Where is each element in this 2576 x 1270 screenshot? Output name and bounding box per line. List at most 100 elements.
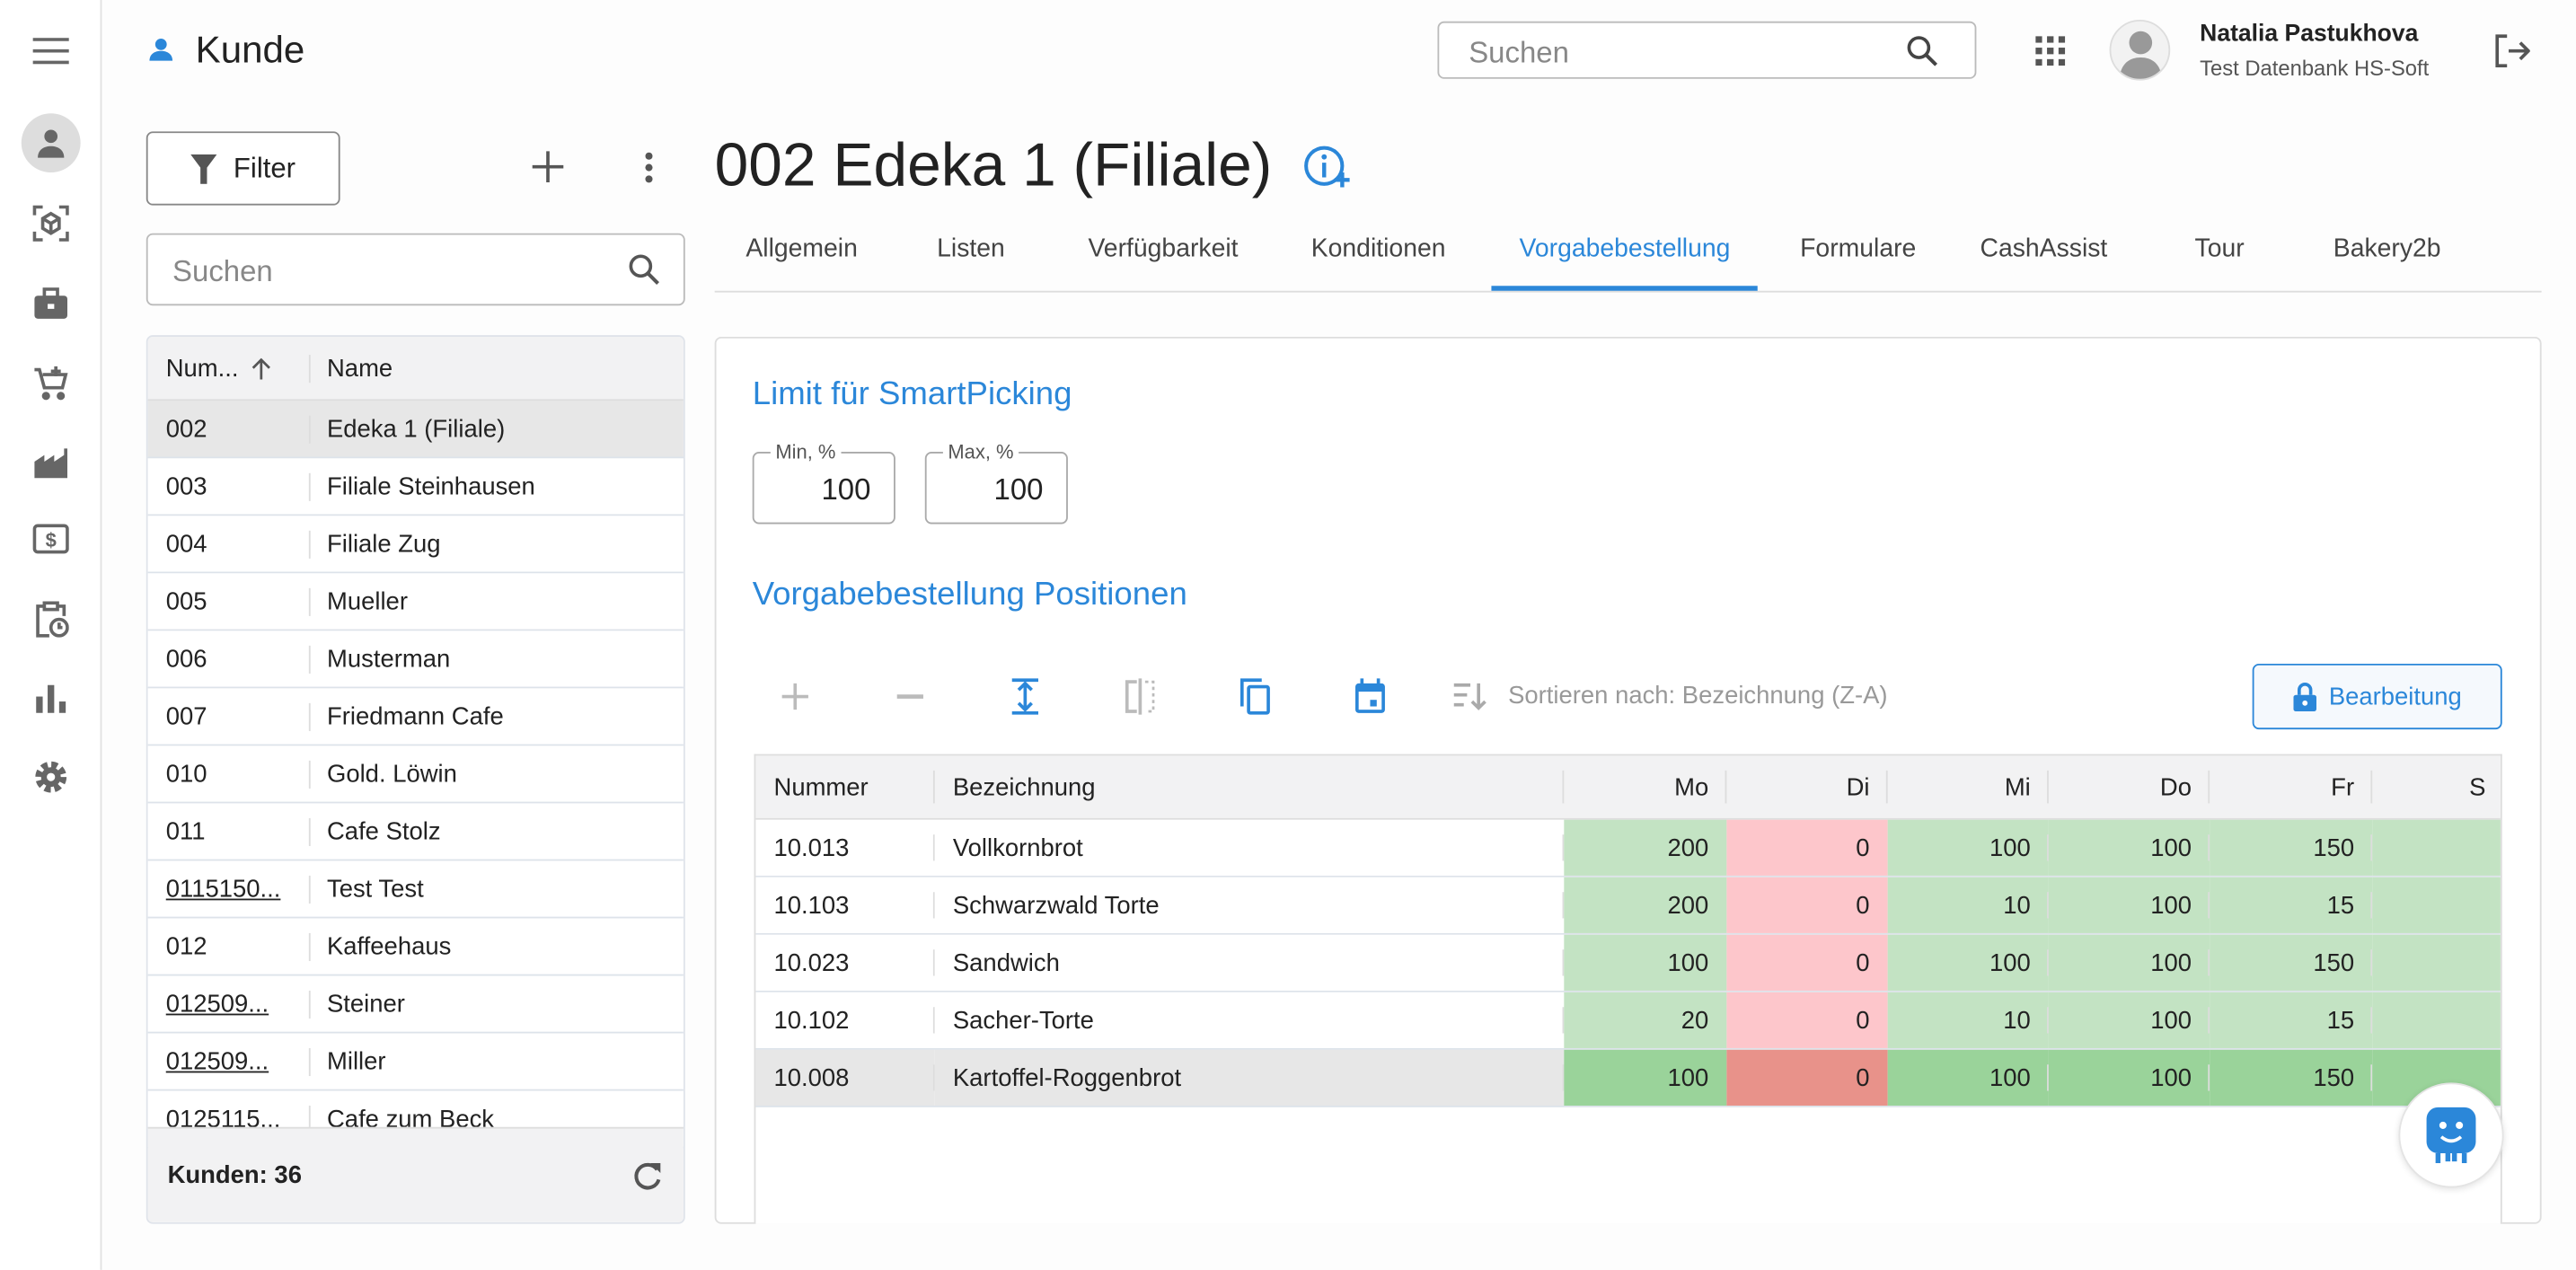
search-icon[interactable]: [628, 253, 661, 287]
day-value-cell[interactable]: 150: [2210, 1049, 2373, 1106]
tab-konditionen[interactable]: Konditionen: [1310, 234, 1446, 263]
min-percent-field[interactable]: Min, % 100: [752, 440, 895, 525]
day-value-cell[interactable]: 200: [1564, 819, 1727, 876]
day-value-cell[interactable]: 15: [2210, 992, 2373, 1048]
grid-row[interactable]: 10.013 Vollkornbrot 200 0 100 100 150: [755, 819, 2501, 878]
table-row[interactable]: 011 Cafe Stolz: [147, 803, 684, 861]
table-row[interactable]: 007 Friedmann Cafe: [147, 688, 684, 746]
info-add-icon[interactable]: [1302, 145, 1352, 190]
table-row[interactable]: 0115150... Test Test: [147, 860, 684, 919]
table-row[interactable]: 005 Mueller: [147, 573, 684, 631]
refresh-icon[interactable]: [631, 1159, 664, 1192]
day-value-cell[interactable]: 10: [1887, 877, 2049, 933]
tab-verfügbarkeit[interactable]: Verfügbarkeit: [1088, 234, 1239, 263]
tab-bakery2b[interactable]: Bakery2b: [2333, 234, 2441, 263]
clipboard-clock-icon[interactable]: [22, 590, 81, 649]
max-percent-field[interactable]: Max, % 100: [924, 440, 1068, 525]
calendar-icon[interactable]: [1351, 677, 1390, 717]
day-value-cell[interactable]: 100: [2048, 877, 2210, 933]
column-header-number[interactable]: Num...: [148, 354, 309, 382]
column-header[interactable]: Di: [1726, 755, 1888, 818]
table-row[interactable]: 012509... Steiner: [147, 975, 684, 1034]
day-value-cell[interactable]: 100: [1887, 819, 2049, 876]
copy-icon[interactable]: [1235, 677, 1275, 717]
chatbot-button[interactable]: [2398, 1082, 2504, 1188]
menu-icon[interactable]: [22, 22, 81, 81]
nummer-cell[interactable]: 10.103: [755, 877, 935, 933]
day-value-sa-cell[interactable]: [2372, 992, 2501, 1048]
table-row[interactable]: 006 Musterman: [147, 631, 684, 689]
day-value-cell[interactable]: 150: [2210, 934, 2373, 991]
nummer-cell[interactable]: 10.102: [755, 992, 935, 1048]
grid-row[interactable]: 10.008 Kartoffel-Roggenbrot 100 0 100 100 150: [755, 1049, 2501, 1107]
tab-tour[interactable]: Tour: [2194, 234, 2245, 263]
table-row[interactable]: 012 Kaffeehaus: [147, 918, 684, 976]
day-value-cell[interactable]: 0: [1726, 992, 1888, 1048]
tab-formulare[interactable]: Formulare: [1800, 234, 1917, 263]
column-header[interactable]: Bezeichnung: [935, 755, 1565, 818]
chart-icon[interactable]: [22, 668, 81, 728]
tab-vorgabebestellung[interactable]: Vorgabebestellung: [1491, 222, 1759, 291]
split-columns-icon[interactable]: [1120, 677, 1160, 717]
column-header-name[interactable]: Name: [308, 354, 393, 383]
day-value-cell[interactable]: 20: [1564, 992, 1727, 1048]
day-value-cell[interactable]: 0: [1726, 934, 1888, 991]
factory-icon[interactable]: [22, 434, 81, 493]
day-value-cell[interactable]: 100: [1564, 1049, 1727, 1106]
day-value-cell[interactable]: 10: [1887, 992, 2049, 1048]
bezeichnung-cell[interactable]: Schwarzwald Torte: [934, 877, 1565, 933]
day-value-cell[interactable]: 100: [1564, 934, 1727, 991]
cash-icon[interactable]: $: [22, 509, 81, 569]
global-search-input[interactable]: Suchen: [1437, 21, 1977, 79]
edit-button[interactable]: Bearbeitung: [2252, 663, 2502, 730]
grid-row[interactable]: 10.102 Sacher-Torte 20 0 10 100 15: [755, 992, 2501, 1050]
remove-row-icon[interactable]: [890, 677, 930, 717]
nummer-cell[interactable]: 10.008: [755, 1049, 935, 1106]
column-header[interactable]: Mo: [1564, 755, 1727, 818]
row-height-icon[interactable]: [1005, 677, 1045, 717]
day-value-cell[interactable]: 100: [2048, 819, 2210, 876]
add-icon[interactable]: [532, 151, 564, 183]
column-header[interactable]: Do: [2049, 755, 2210, 818]
sort-icon[interactable]: [1452, 680, 1488, 713]
tab-cashassist[interactable]: CashAssist: [1980, 234, 2108, 263]
gear-icon[interactable]: [22, 747, 81, 807]
filter-button[interactable]: Filter: [146, 131, 340, 206]
nummer-cell[interactable]: 10.023: [755, 934, 935, 991]
table-row[interactable]: 002 Edeka 1 (Filiale): [147, 401, 684, 459]
customer-icon[interactable]: [21, 113, 81, 173]
day-value-cell[interactable]: 0: [1726, 1049, 1888, 1106]
briefcase-icon[interactable]: [22, 274, 81, 333]
grid-row[interactable]: 10.103 Schwarzwald Torte 200 0 10 100 15: [755, 877, 2501, 935]
day-value-sa-cell[interactable]: [2372, 877, 2501, 933]
column-header[interactable]: Fr: [2210, 755, 2373, 818]
column-header[interactable]: S: [2372, 755, 2501, 818]
bezeichnung-cell[interactable]: Kartoffel-Roggenbrot: [934, 1049, 1565, 1106]
day-value-cell[interactable]: 150: [2210, 819, 2373, 876]
day-value-cell[interactable]: 100: [1887, 1049, 2049, 1106]
column-header[interactable]: Mi: [1888, 755, 2049, 818]
day-value-cell[interactable]: 0: [1726, 819, 1888, 876]
customer-search-input[interactable]: Suchen: [146, 233, 685, 306]
day-value-cell[interactable]: 100: [2048, 1049, 2210, 1106]
table-row[interactable]: 010 Gold. Löwin: [147, 745, 684, 804]
article-icon[interactable]: [22, 194, 81, 253]
search-icon[interactable]: [1906, 34, 1939, 67]
sort-label[interactable]: Sortieren nach: Bezeichnung (Z-A): [1508, 682, 1888, 710]
bezeichnung-cell[interactable]: Sandwich: [934, 934, 1565, 991]
bezeichnung-cell[interactable]: Vollkornbrot: [934, 819, 1565, 876]
day-value-cell[interactable]: 15: [2210, 877, 2373, 933]
bezeichnung-cell[interactable]: Sacher-Torte: [934, 992, 1565, 1048]
apps-grid-icon[interactable]: [2035, 36, 2066, 66]
day-value-cell[interactable]: 100: [1887, 934, 2049, 991]
day-value-cell[interactable]: 100: [2048, 934, 2210, 991]
grid-row[interactable]: 10.023 Sandwich 100 0 100 100 150: [755, 934, 2501, 992]
table-row[interactable]: 012509... Miller: [147, 1033, 684, 1091]
avatar[interactable]: [2109, 19, 2171, 81]
day-value-cell[interactable]: 0: [1726, 877, 1888, 933]
column-header[interactable]: Nummer: [755, 755, 935, 818]
day-value-cell[interactable]: 100: [2048, 992, 2210, 1048]
more-vert-icon[interactable]: [642, 151, 656, 184]
day-value-sa-cell[interactable]: [2372, 819, 2501, 876]
day-value-cell[interactable]: 200: [1564, 877, 1727, 933]
